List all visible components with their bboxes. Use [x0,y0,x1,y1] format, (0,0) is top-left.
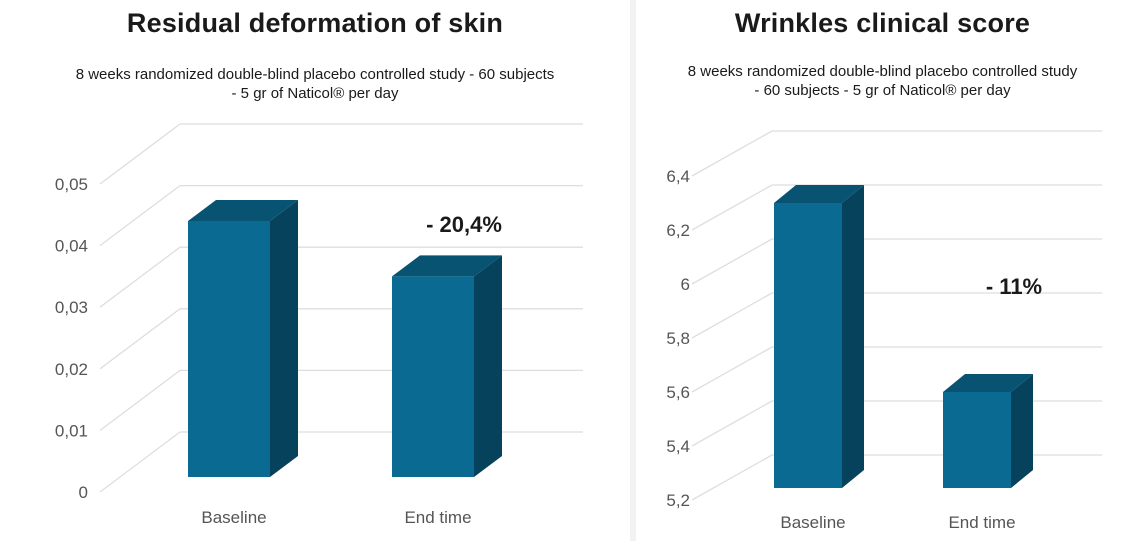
gridline-diagonal [691,346,773,393]
chart-title: Residual deformation of skin [126,8,504,38]
bar-side-end-time [1011,374,1033,488]
gridline-diagonal [99,308,181,370]
panel-divider [630,0,636,541]
bar-top-baseline [188,199,298,221]
gridline-diagonal [691,130,773,177]
x-category-label: End time [404,508,471,527]
gridline-diagonal [691,454,773,501]
y-tick-label: 0,01 [55,421,88,440]
bar-side-end-time [474,255,502,477]
chart-subtitle-line-2: - 5 gr of Naticol® per day [231,85,399,102]
gridline-diagonal [99,123,181,185]
change-annotation: - 11% [986,274,1042,299]
bar-end-time [392,276,474,477]
chart-panel-residual-deformation: Residual deformation of skin 8 weeks ran… [0,8,630,527]
gridline-diagonal [691,292,773,339]
chart-subtitle: 8 weeks randomized double-blind placebo … [636,62,1129,100]
chart-panel-wrinkles-score: Wrinkles clinical score 8 weeks randomiz… [636,0,1129,541]
bar-side-baseline [842,185,864,488]
gridline-diagonal [99,246,181,308]
y-tick-label: 5,4 [666,437,690,456]
gridline-diagonal [99,185,181,247]
bar-end-time [943,392,1011,488]
y-tick-label: 5,2 [666,491,690,510]
y-tick-label: 5,6 [666,383,690,402]
x-category-label: Baseline [201,508,266,527]
x-category-label: Baseline [780,513,845,532]
bar-top-end-time [943,374,1033,392]
bar-top-end-time [392,255,502,277]
y-tick-label: 0,03 [55,298,88,317]
y-tick-label: 5,8 [666,329,690,348]
y-tick-label: 6,2 [666,221,690,240]
y-tick-label: 0 [79,483,88,502]
gridline-diagonal [99,369,181,431]
change-annotation: - 20,4% [426,212,502,237]
gridline-diagonal [99,431,181,493]
gridline-diagonal [691,238,773,285]
y-tick-label: 6,4 [666,167,690,186]
gridline-diagonal [691,184,773,231]
bar-top-baseline [774,185,864,203]
bar-baseline [774,203,842,488]
y-tick-label: 0,02 [55,360,88,379]
bar-side-baseline [270,199,298,477]
chart-subtitle-line-1: 8 weeks randomized double-blind placebo … [687,63,1078,80]
y-tick-label: 0,05 [55,175,88,194]
chart-subtitle-line-2: - 60 subjects - 5 gr of Naticol® per day [754,82,1011,99]
chart-subtitle: 8 weeks randomized double-blind placebo … [0,65,630,103]
y-tick-label: 6 [681,275,690,294]
bar-baseline [188,220,270,477]
gridline-diagonal [691,400,773,447]
x-category-label: End time [948,513,1015,532]
chart-subtitle-line-1: 8 weeks randomized double-blind placebo … [75,66,555,83]
chart-title: Wrinkles clinical score [734,8,1031,38]
y-tick-label: 0,04 [55,237,88,256]
bar-chart-residual-deformation: 0 0,01 0,02 0,03 0,04 0,05 Baseline End time - 2… [55,123,583,527]
bar-chart-wrinkles-score: 5,2 5,4 5,6 5,8 6 6,2 6,4 Baseline End time - 11% [666,130,1102,532]
